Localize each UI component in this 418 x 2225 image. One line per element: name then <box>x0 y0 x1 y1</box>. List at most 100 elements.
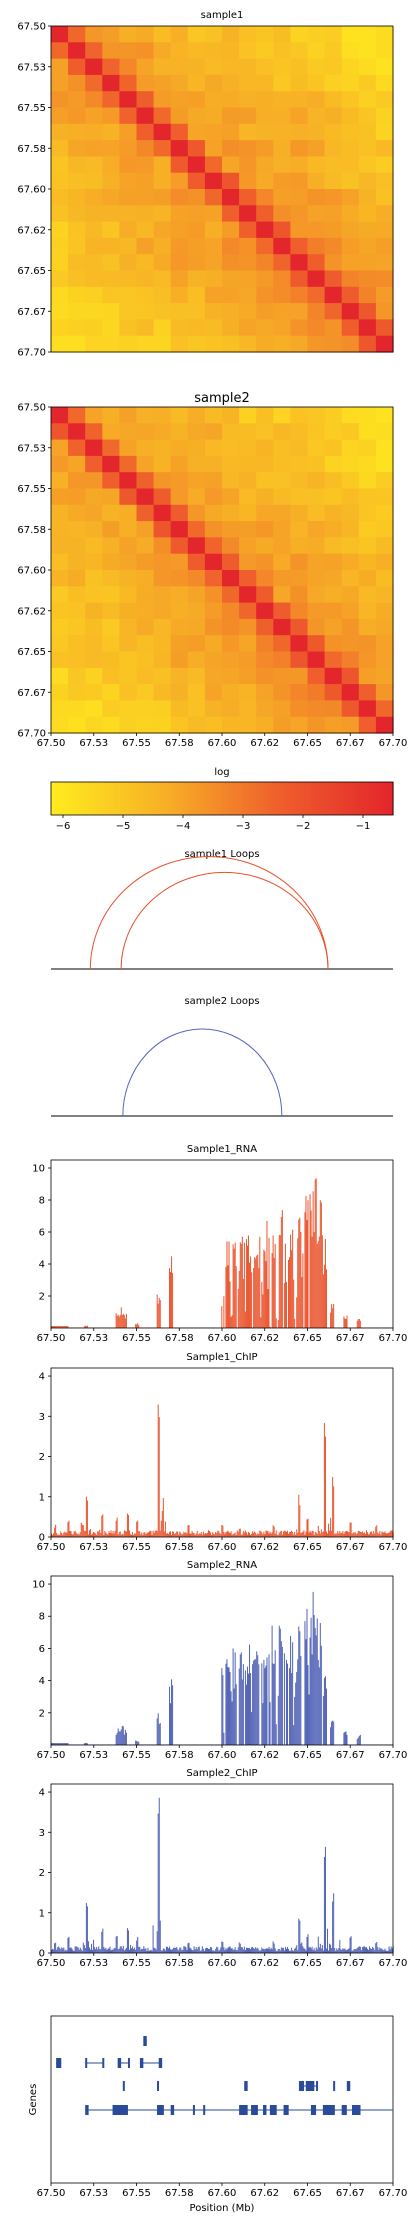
heatmap-cell <box>187 189 206 206</box>
track-bar <box>321 1235 323 1328</box>
track-bar <box>270 1533 272 1537</box>
track-bar <box>271 1532 273 1537</box>
track-bar <box>247 1948 250 1953</box>
gene-exon <box>85 2058 88 2068</box>
track-bar <box>363 1946 365 1953</box>
track-bar <box>103 1534 105 1537</box>
colorbar-swatch <box>375 782 380 815</box>
heatmap-cell <box>153 123 172 141</box>
heatmap-cell <box>239 667 257 685</box>
track-bar <box>237 1947 239 1953</box>
track-bar <box>226 1659 228 1745</box>
track-bar <box>125 1947 127 1953</box>
track-bar <box>296 1945 298 1953</box>
track-bar <box>60 1949 62 1953</box>
heatmap-cell <box>307 684 326 701</box>
heatmap-cell <box>170 667 189 685</box>
track-bar <box>261 1947 263 1953</box>
heatmap-cell <box>307 140 326 157</box>
track-bar <box>374 1950 376 1953</box>
track-bar <box>335 1533 337 1537</box>
heatmap-cell <box>307 504 326 522</box>
colorbar-swatch <box>147 782 152 815</box>
colorbar-swatch <box>196 782 200 815</box>
track-bar <box>233 1949 235 1953</box>
heatmap-cell <box>204 635 223 653</box>
heatmap-cell <box>375 107 394 125</box>
heatmap-cell <box>290 423 309 441</box>
heatmap-cell <box>204 42 223 60</box>
heatmap-cell <box>119 586 138 604</box>
heatmap-cell <box>290 254 309 272</box>
heatmap-cell <box>290 635 309 653</box>
heatmap-cell <box>375 140 394 157</box>
track-frame <box>50 1783 394 1954</box>
heatmap-cell <box>324 335 343 353</box>
genes-xtick-label: 67.67 <box>336 2188 365 2199</box>
track-bar <box>347 1949 349 1953</box>
track-bar <box>243 1532 245 1537</box>
track-bar <box>175 1947 177 1953</box>
heatmap-cell <box>136 407 155 424</box>
heatmap-cell <box>239 74 257 92</box>
track-frame <box>50 1159 394 1329</box>
heatmap-ytick-label: 67.58 <box>17 525 46 536</box>
track-bar <box>273 1526 275 1537</box>
heatmap-cell <box>85 140 103 157</box>
heatmap-ytick-label: 67.62 <box>17 225 46 236</box>
heatmap-cell <box>51 107 69 125</box>
track-bar <box>51 1326 53 1328</box>
gene-exon <box>127 2058 130 2068</box>
track-bar <box>386 1533 388 1537</box>
heatmap-cell <box>187 439 206 457</box>
track-bar <box>51 1743 53 1745</box>
heatmap-cell <box>222 488 240 506</box>
track-bar <box>74 1530 76 1537</box>
track-bar <box>213 1533 215 1537</box>
colorbar-swatch <box>316 782 320 815</box>
colorbar-swatch <box>162 782 166 815</box>
track-bar <box>247 1235 250 1328</box>
track-bar <box>225 1531 227 1537</box>
track-bar <box>383 1532 385 1537</box>
heatmap-cell <box>170 586 189 604</box>
track-bar <box>253 1267 255 1328</box>
track-bar <box>367 1948 369 1953</box>
heatmap-cell <box>119 58 138 76</box>
heatmap-cell <box>187 91 206 109</box>
heatmap-cell <box>358 221 377 239</box>
track-bar <box>143 1946 145 1953</box>
heatmap-cell <box>222 618 240 636</box>
gene-exon <box>322 2105 335 2115</box>
colorbar-swatch <box>139 782 143 815</box>
track-bar <box>257 1254 259 1328</box>
heatmap-cell <box>204 553 223 571</box>
track-bar <box>191 1531 193 1537</box>
track-bar <box>147 1947 149 1953</box>
heatmap-cell <box>136 700 155 718</box>
track-title: Sample1_ChIP <box>186 1352 257 1363</box>
track-bar <box>185 1947 187 1953</box>
heatmap-cell <box>102 602 120 620</box>
heatmap-cell <box>153 156 172 174</box>
track-bar <box>346 1734 348 1745</box>
track-bar <box>123 1950 125 1953</box>
heatmap-cell <box>119 156 138 174</box>
track-bar <box>376 1525 378 1537</box>
track-bar <box>299 1505 301 1537</box>
track-bar <box>240 1534 242 1537</box>
heatmap-cell <box>68 205 86 223</box>
heatmap-cell <box>153 700 172 718</box>
track-xtick-label: 67.70 <box>379 1958 408 1969</box>
heatmap-cell <box>341 423 360 441</box>
track-bar <box>76 1534 78 1537</box>
track-bar <box>161 1950 163 1953</box>
track-bar <box>252 1664 254 1745</box>
track-bar <box>356 1533 358 1537</box>
track-bar <box>383 1950 385 1953</box>
track-bar <box>51 1949 53 1953</box>
track-bar <box>71 1534 73 1537</box>
track-bar <box>387 1532 389 1537</box>
track-bar <box>234 1947 236 1953</box>
